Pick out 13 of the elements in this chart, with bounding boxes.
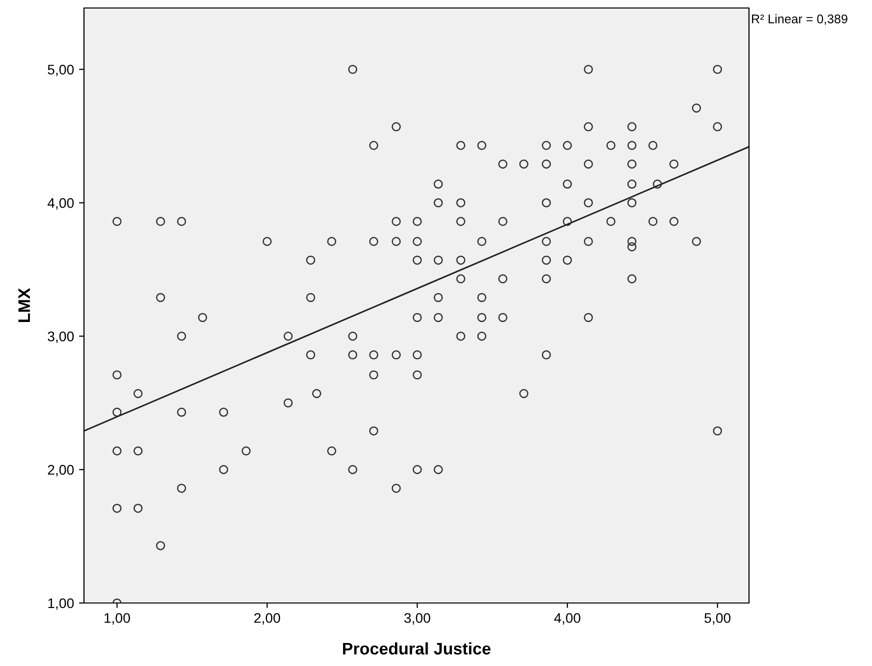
x-tick-label: 2,00 (254, 613, 280, 625)
y-tick-label: 3,00 (48, 332, 74, 343)
y-tick-label: 1,00 (48, 598, 74, 610)
y-tick-label: 4,00 (48, 198, 74, 210)
x-tick-label: 3,00 (404, 613, 430, 625)
x-tick-label: 4,00 (554, 613, 580, 625)
x-axis-title: Procedural Justice (343, 642, 491, 655)
x-tick-label: 1,00 (104, 613, 130, 625)
x-tick-label: 5,00 (704, 613, 730, 625)
y-tick-label: 2,00 (48, 464, 74, 476)
y-axis-title: LMX (18, 288, 30, 322)
text: R² Linear = 0,389 (752, 14, 848, 25)
y-tick-label: 5,00 (48, 64, 74, 76)
